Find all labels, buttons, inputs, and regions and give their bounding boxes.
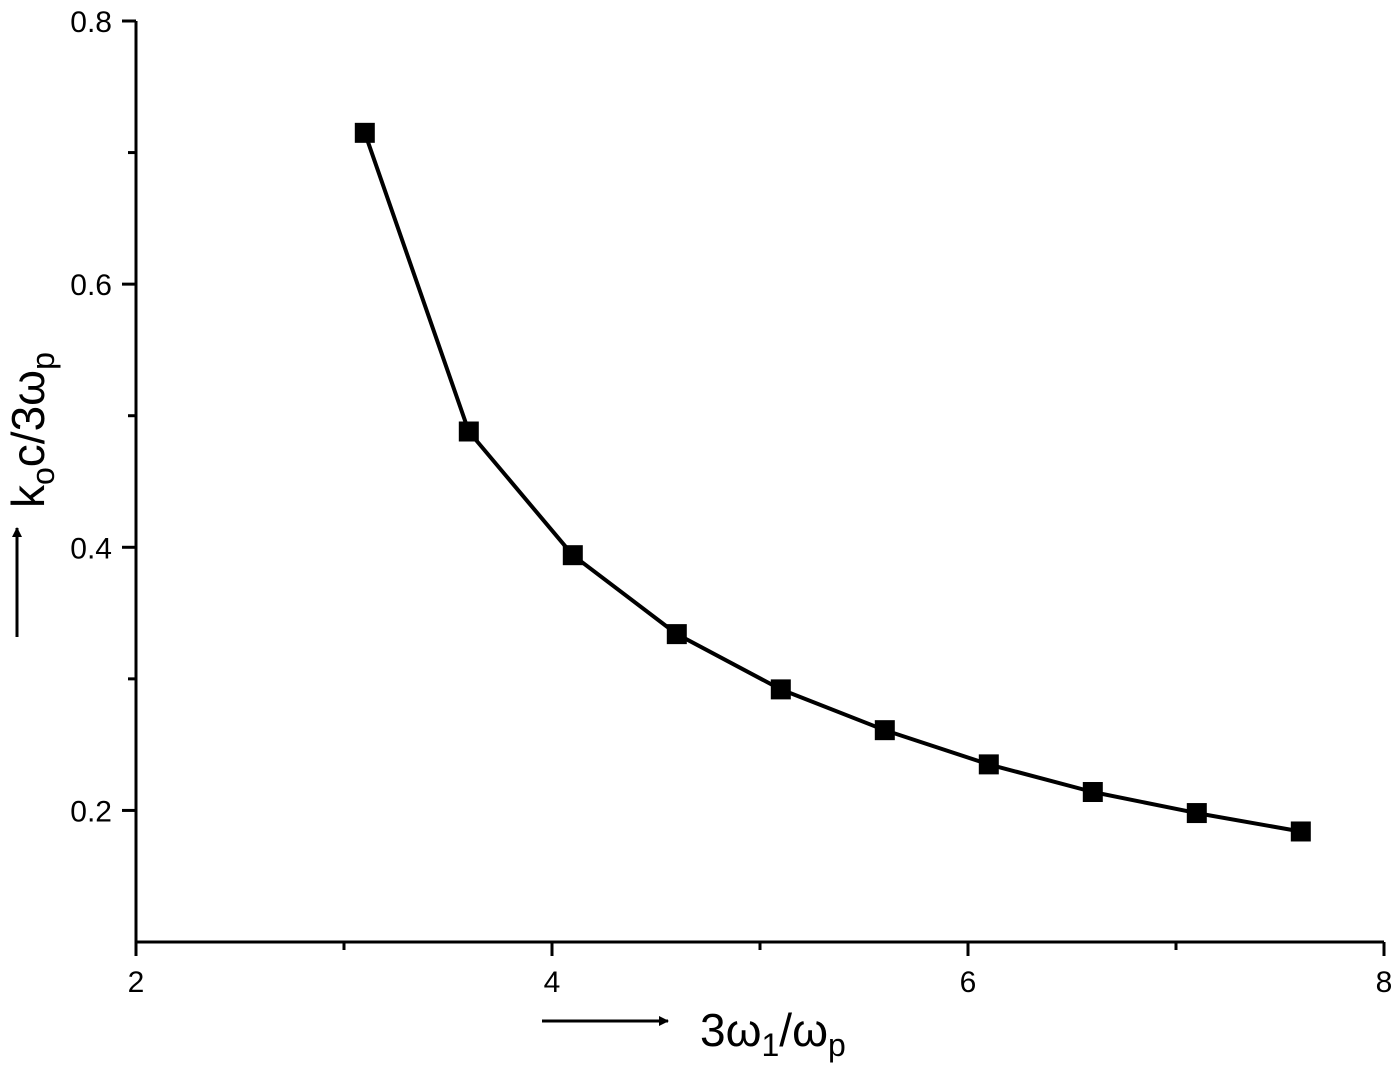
x-tick-label: 2 xyxy=(128,966,145,999)
x-tick-label: 8 xyxy=(1376,966,1393,999)
data-point xyxy=(354,122,375,143)
x-tick-label: 6 xyxy=(960,966,977,999)
data-point xyxy=(562,545,583,566)
data-point xyxy=(874,720,895,741)
data-point xyxy=(1290,821,1311,842)
data-point xyxy=(666,624,687,645)
x-axis-title: 3ω1/ωp xyxy=(700,1004,846,1063)
data-point xyxy=(978,754,999,775)
series-line xyxy=(362,132,1302,834)
y-axis-title: koc/3ωp xyxy=(2,352,61,508)
data-point xyxy=(1186,803,1207,824)
y-tick-label: 0.6 xyxy=(70,269,112,302)
y-tick-label: 0.4 xyxy=(70,532,112,565)
series-group xyxy=(354,122,1311,842)
data-point xyxy=(1082,782,1103,803)
y-tick-label: 0.2 xyxy=(70,795,112,828)
x-axis-title-group: 3ω1/ωp xyxy=(542,1004,846,1063)
x-ticks: 2 4 6 8 xyxy=(128,942,1393,999)
data-point xyxy=(458,421,479,442)
y-ticks: 0.2 0.4 0.6 0.8 xyxy=(70,6,136,828)
data-point xyxy=(770,679,791,700)
y-axis-title-group: koc/3ωp xyxy=(2,352,61,637)
x-tick-label: 4 xyxy=(544,966,561,999)
y-tick-label: 0.8 xyxy=(70,6,112,39)
